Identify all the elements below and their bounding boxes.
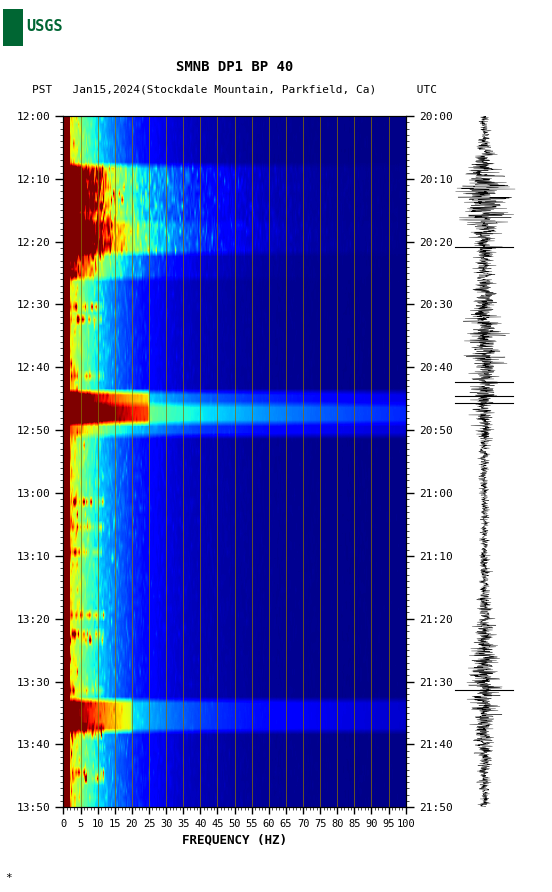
X-axis label: FREQUENCY (HZ): FREQUENCY (HZ) [182,833,287,847]
Text: PST   Jan15,2024(Stockdale Mountain, Parkfield, Ca)      UTC: PST Jan15,2024(Stockdale Mountain, Parkf… [32,84,437,95]
Text: USGS: USGS [26,19,63,34]
Text: *: * [6,873,12,883]
FancyBboxPatch shape [3,9,23,46]
Text: SMNB DP1 BP 40: SMNB DP1 BP 40 [176,60,293,74]
